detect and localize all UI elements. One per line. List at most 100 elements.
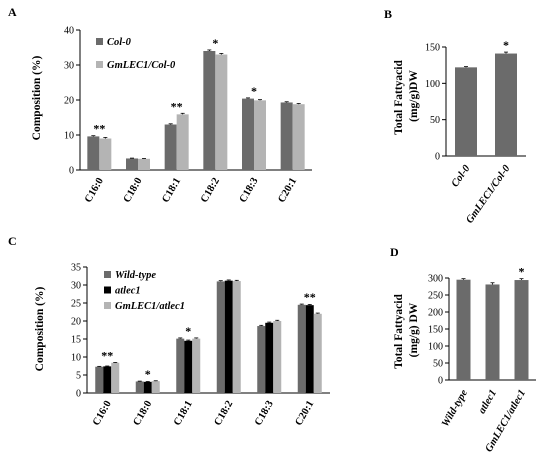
panel-a-bar-col-0-c18-2 — [203, 51, 216, 170]
panel-c-bar-wild-type-c18-1 — [176, 338, 185, 393]
panel-a-ytick-label: 20 — [64, 96, 74, 107]
panel-c-significance-c16-0: ** — [101, 348, 113, 362]
panel-c-category-label-c18-1: C18:1 — [172, 399, 195, 428]
panel-a-category-label-c18-2: C18:2 — [199, 176, 222, 205]
panel-d-ytick-label: 100 — [428, 342, 443, 353]
panel-d-ylabel: Total Fattyacid (mg/g) DW — [393, 291, 420, 369]
panel-a-legend-label-col-0: Col-0 — [107, 37, 132, 48]
panel-a-significance-c18-1: ** — [171, 99, 183, 113]
panel-c-ytick-label: 25 — [71, 299, 81, 310]
panel-b-ylabel-line2: (mg/g)DW — [408, 70, 420, 122]
panel-c-category-label-c18-2: C18:2 — [212, 399, 235, 428]
panel-c-legend-swatch-gmlec1-atlec1 — [104, 302, 111, 309]
panel-c-significance-c18-1: * — [185, 324, 191, 338]
panel-d-category-label-atlec1: atlec1 — [477, 388, 499, 416]
panel-d: D Total Fattyacid (mg/g) DW 0 50 100 150 200… — [390, 245, 536, 453]
panel-c-bar-atlec1-c18-2 — [224, 280, 233, 393]
panel-c-label: C — [8, 234, 17, 248]
panel-c-bar-wild-type-c16-0 — [95, 366, 104, 393]
panel-b-category-label-gmlec1-col-0: GmLEC1/Col-0 — [464, 163, 513, 226]
panel-b-label: B — [384, 7, 392, 21]
panel-d-ytick-label: 0 — [438, 376, 443, 387]
panel-a-bar-gmlec1-col-0-c18-2 — [215, 54, 228, 170]
panel-c-bar-gmlec1-atlec1-c18-3 — [273, 321, 282, 393]
panel-d-bar-value-atlec1 — [485, 284, 500, 380]
panel-d-category-label-wild-type: Wild-type — [440, 388, 470, 429]
panel-d-ytick-label: 50 — [433, 359, 443, 370]
panel-c-bar-gmlec1-atlec1-c18-1 — [192, 338, 201, 393]
panel-a-ylabel: Composition (%) — [31, 56, 43, 141]
panel-a-bar-gmlec1-col-0-c18-0 — [138, 158, 150, 170]
panel-a-ytick-label: 10 — [64, 131, 74, 142]
panel-c-bar-gmlec1-atlec1-c16-0 — [111, 362, 120, 393]
panel-c-legend-swatch-wild-type — [104, 271, 111, 278]
panel-c-ytick-label: 20 — [71, 317, 81, 328]
panel-a-significance-c16-0: ** — [93, 122, 105, 136]
panel-d-ytick-label: 250 — [428, 291, 443, 302]
panel-c-bar-atlec1-c16-0 — [103, 366, 112, 393]
panel-c: C Composition (%) 0 5 10 15 20 25 30 35 ** C16:0 *… — [8, 234, 330, 428]
panel-a-category-label-c18-1: C18:1 — [160, 176, 183, 205]
panel-a-bar-gmlec1-col-0-c18-1 — [176, 114, 189, 170]
panel-b-ytick-label: 100 — [425, 79, 440, 90]
panel-a-bar-col-0-c20-1 — [280, 102, 293, 170]
panel-c-legend-label-gmlec1-atlec1: GmLEC1/atlec1 — [115, 301, 185, 312]
panel-c-bar-wild-type-c18-0 — [135, 381, 144, 393]
panel-b-category-label-col-0: Col-0 — [450, 163, 473, 190]
panel-c-legend-label-atlec1: atlec1 — [115, 286, 141, 297]
panel-a-bar-col-0-c18-3 — [242, 98, 254, 170]
panel-c-ylabel: Composition (%) — [34, 287, 46, 372]
panel-a-legend-swatch-gmlec1-col-0 — [96, 61, 103, 68]
panel-d-ylabel-line2: (mg/g) DW — [408, 302, 420, 357]
panel-a-legend-swatch-col-0 — [96, 38, 103, 45]
panel-b-ytick-label: 0 — [435, 152, 440, 163]
panel-b-bar-value-col-0 — [455, 67, 477, 156]
panel-d-significance-gmlec1-atlec1: * — [519, 265, 525, 279]
panel-c-ytick-label: 30 — [71, 281, 81, 292]
panel-a-legend-label-gmlec1-col-0: GmLEC1/Col-0 — [107, 60, 176, 71]
panel-a-bar-gmlec1-col-0-c16-0 — [99, 138, 112, 170]
panel-b-ylabel: Total Fattyacid (mg/g)DW — [393, 57, 420, 135]
panel-b: B Total Fattyacid (mg/g)DW 0 50 100 150 Col-… — [384, 7, 526, 226]
panel-a-category-label-c18-0: C18:0 — [122, 176, 145, 205]
panel-a-bar-gmlec1-col-0-c18-3 — [254, 100, 266, 170]
panel-c-bar-gmlec1-atlec1-c20-1 — [313, 313, 322, 393]
panel-b-ytick-label: 50 — [430, 115, 440, 126]
panel-b-significance-gmlec1-col-0: * — [503, 38, 509, 52]
panel-c-category-label-c18-0: C18:0 — [131, 399, 154, 428]
panel-c-category-label-c20-1: C20:1 — [293, 399, 316, 428]
panel-c-legend-label-wild-type: Wild-type — [115, 270, 156, 281]
panel-c-ytick-label: 0 — [76, 389, 81, 400]
panel-c-category-label-c16-0: C16:0 — [91, 399, 114, 428]
panel-c-bar-gmlec1-atlec1-c18-0 — [151, 381, 160, 393]
panel-b-ytick-label: 150 — [425, 43, 440, 54]
panel-d-bar-value-wild-type — [456, 279, 471, 380]
panel-b-ylabel-line1: Total Fattyacid — [393, 60, 405, 135]
panel-a-bar-gmlec1-col-0-c20-1 — [292, 104, 305, 170]
panel-d-bar-value-gmlec1-atlec1 — [514, 280, 529, 380]
panel-b-bar-value-gmlec1-col-0 — [495, 53, 517, 156]
panel-a-bar-col-0-c16-0 — [87, 136, 100, 170]
panel-a-significance-c18-3: * — [251, 84, 257, 98]
panel-c-ytick-label: 15 — [71, 335, 81, 346]
panel-c-category-label-c18-3: C18:3 — [253, 399, 276, 428]
panel-d-ylabel-line1: Total Fattyacid — [393, 294, 405, 369]
panel-c-significance-c20-1: ** — [304, 290, 316, 304]
panel-c-ytick-label: 5 — [76, 371, 81, 382]
panel-d-ytick-label: 200 — [428, 308, 443, 319]
panel-c-ytick-label: 35 — [71, 263, 81, 274]
panel-a-ytick-label: 40 — [64, 26, 74, 37]
panel-a-ytick-label: 30 — [64, 61, 74, 72]
panel-d-label: D — [390, 245, 399, 259]
panel-a-category-label-c16-0: C16:0 — [83, 176, 106, 205]
panel-a-bar-col-0-c18-0 — [126, 158, 138, 170]
panel-c-bar-atlec1-c18-1 — [184, 340, 193, 393]
panel-a-category-label-c20-1: C20:1 — [276, 176, 299, 205]
panel-c-bar-atlec1-c20-1 — [305, 305, 314, 393]
panel-c-bar-wild-type-c18-3 — [257, 326, 266, 393]
panel-c-bar-wild-type-c18-2 — [216, 281, 225, 393]
panel-c-ytick-label: 10 — [71, 353, 81, 364]
panel-d-ytick-label: 300 — [428, 274, 443, 285]
